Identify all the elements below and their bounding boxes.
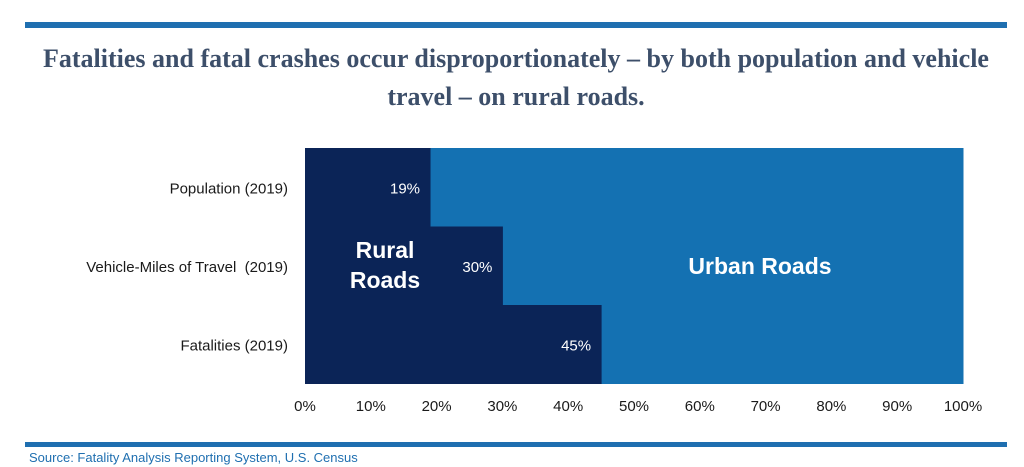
rural-value-label-3: 45%: [561, 337, 591, 354]
series-label-urban: Urban Roads: [688, 253, 831, 279]
rural-value-label-1: 19%: [390, 180, 420, 197]
bottom-rule: [25, 442, 1007, 447]
x-tick-label-4: 30%: [487, 398, 517, 415]
category-label-3: Fatalities (2019): [180, 337, 288, 354]
x-tick-label-2: 10%: [356, 398, 386, 415]
category-label-2: Vehicle-Miles of Travel (2019): [86, 259, 288, 276]
series-label-rural: Rural Roads: [350, 237, 420, 293]
series-label-rural-line-2: Roads: [350, 267, 420, 293]
x-tick-label-7: 60%: [685, 398, 715, 415]
category-label-1: Population (2019): [170, 180, 288, 197]
urban-bar-3: [601, 305, 964, 384]
rural-bar-3: [305, 305, 602, 384]
x-tick-label-3: 20%: [422, 398, 452, 415]
x-tick-label-10: 90%: [882, 398, 912, 415]
urban-bar-2: [502, 226, 964, 306]
rural-bar-2: [305, 226, 503, 306]
x-tick-label-1: 0%: [294, 398, 316, 415]
x-tick-label-9: 80%: [816, 398, 846, 415]
series-label-rural-line-1: Rural: [356, 237, 415, 263]
x-tick-label-8: 70%: [751, 398, 781, 415]
rural-bar-1: [305, 148, 431, 227]
source-note: Source: Fatality Analysis Reporting Syst…: [29, 450, 358, 465]
urban-bar-1: [430, 148, 964, 227]
top-rule: [25, 22, 1007, 28]
rural-value-label-2: 30%: [462, 259, 492, 276]
chart-title: Fatalities and fatal crashes occur dispr…: [43, 44, 989, 111]
x-tick-label-5: 40%: [553, 398, 583, 415]
x-tick-label-6: 50%: [619, 398, 649, 415]
x-tick-label-11: 100%: [944, 398, 982, 415]
